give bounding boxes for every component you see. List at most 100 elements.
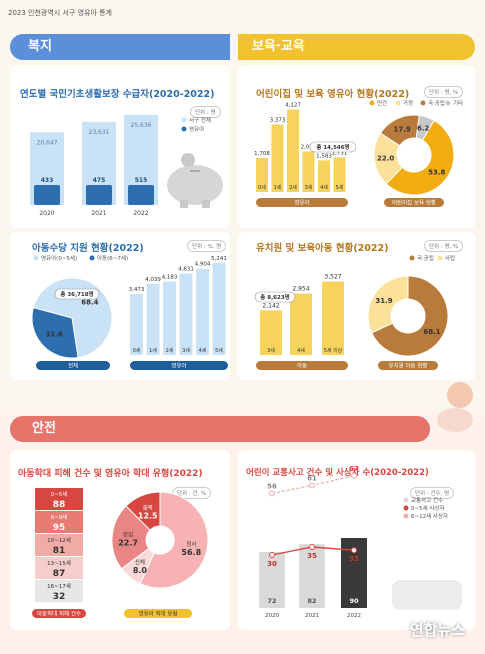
basic-label-infant-2: 515 (135, 177, 148, 184)
traffic-point-6to12-0 (269, 490, 275, 497)
abuse-pie-cat-2: 방임 (123, 531, 133, 539)
allowance-unit: 단위 : %, 명 (187, 240, 227, 252)
daycare-pie-label-1: 22.0 (377, 155, 394, 163)
basic-label-infant-0: 433 (41, 177, 54, 184)
daycare-xtick-2: 2세 (289, 184, 297, 191)
abuse-row-value-3: 87 (53, 569, 66, 579)
daycare-label-1: 3,373 (270, 118, 286, 124)
daycare-group: 영유아 (294, 199, 309, 207)
daycare-bar-1 (271, 124, 284, 192)
kinder-label-0: 2,142 (262, 302, 279, 309)
basic-label-total-1: 23,631 (89, 129, 110, 136)
abuse-row-bg-1 (35, 511, 83, 533)
daycare-pie-label-3: 6.2 (417, 125, 430, 133)
daycare-xtick-0: 0세 (258, 184, 266, 191)
abuse-row-label-4: 16~17세 (47, 582, 71, 590)
traffic-unit: 단위 : 건수, 명 (410, 487, 455, 499)
traffic-legend-2-swatch (403, 513, 409, 519)
abuse-row-label-0: 0~5세 (51, 490, 68, 498)
daycare-bar-4 (318, 160, 330, 192)
abuse-pie-cat-1: 신체 (135, 558, 145, 566)
abuse-pie-caption-bg (124, 609, 192, 618)
allow-caption-bg (36, 361, 110, 370)
allow-bar-2 (163, 281, 176, 355)
allowance-age-chart: 3,473 0세 4,039 1세 4,183 2세 4,631 3세 4,904 4세 5,241… (129, 256, 228, 370)
basic-legend-total-swatch (181, 117, 187, 123)
abuse-age-table: 0~5세 88 6~9세 95 10~12세 81 13~15세 87 16~17세 32 아동학대… (32, 488, 86, 618)
daycare-pie-slice-3 (415, 114, 435, 141)
abuse-pie-cat-3: 중복 (143, 504, 153, 511)
allow-bar-label-2: 4,183 (162, 274, 178, 280)
allow-legend-0: 영유아(0~5세) (41, 254, 77, 262)
daycare-pie-legend-3-swatch (445, 100, 451, 106)
traffic-label-0to5-0: 30 (267, 560, 277, 568)
daycare-pie-legend-0: 민간 (377, 99, 387, 107)
allow-pie-label-1: 31.6 (45, 331, 62, 339)
traffic-legend-2: 6~12세 사상자 (411, 512, 448, 520)
daycare-pie-legend-0-swatch (369, 100, 375, 106)
daycare-group-bg (256, 198, 348, 207)
kinder-pie-caption: 유치원 아동 현황 (389, 362, 428, 370)
basic-label-total-0: 20,647 (37, 139, 58, 146)
basic-legend-infant-swatch (181, 126, 187, 132)
allow-bar-label-1: 4,039 (145, 277, 161, 283)
basic-xtick-2: 2022 (133, 210, 148, 217)
allow-legend-1: 아동(6~7세) (97, 254, 128, 262)
traffic-point-6to12-1 (309, 482, 315, 489)
abuse-row-label-2: 10~12세 (47, 536, 71, 544)
traffic-point-0to5-0 (269, 552, 275, 558)
kinder-bar-0 (260, 310, 282, 355)
abuse-pie-caption: 영유아 학대 유형 (139, 610, 178, 618)
traffic-bar-0 (259, 552, 285, 608)
basic-living-title: 연도별 국민기초생활보장 수급자(2020-2022) (20, 89, 215, 100)
abuse-row-bg-2 (35, 534, 83, 556)
allow-pie-label-0: 68.4 (81, 298, 98, 306)
daycare-title: 어린이집 및 보육 영유아 현황(2022) (256, 89, 410, 100)
kinder-pie-slice-0 (371, 275, 449, 357)
allow-bar-label-4: 4,904 (195, 262, 211, 268)
allow-bar-group-bg (130, 361, 228, 370)
traffic-legend-0: 교통사고 건수 (411, 496, 443, 504)
daycare-label-4: 1,583 (316, 153, 332, 159)
traffic-label-6to12-1: 61 (307, 474, 317, 482)
traffic-bar-1 (299, 544, 325, 608)
kinder-bar-1 (290, 293, 312, 355)
kinder-xtick-1: 4세 (297, 347, 305, 354)
traffic-xtick-0: 2020 (265, 613, 279, 619)
kinder-pie-legend-1: 사립 (445, 254, 455, 262)
kinder-pie-caption-bg (378, 361, 438, 370)
abuse-unit: 단위 : 건, % (172, 487, 212, 499)
safety-section-title: 안전 (32, 421, 56, 436)
kinder-pie-legend-1-swatch (437, 255, 443, 261)
abuse-pie-label-1: 8.0 (133, 566, 148, 575)
kinder-pie-slice-1 (367, 275, 409, 334)
page-title: 2023 인천광역시 서구 영유아 통계 (8, 9, 112, 17)
allow-pie-slice-1 (31, 307, 79, 359)
daycare-unit: 단위 : 명, % (424, 86, 464, 98)
basic-legend-infant: 영유아 (189, 125, 204, 133)
abuse-row-value-1: 95 (53, 523, 66, 533)
allow-total: 총 36,718명 (60, 290, 93, 298)
abuse-pie-label-2: 22.7 (118, 539, 138, 548)
daycare-pie-legend-2-swatch (420, 100, 426, 106)
traffic-point-0to5-1 (309, 544, 315, 550)
basic-xtick-0: 2020 (39, 210, 54, 217)
allow-bar-3 (179, 273, 193, 355)
childcare-section-title: 보육·교육 (252, 39, 305, 54)
abuse-row-value-4: 32 (53, 592, 66, 602)
allow-bar-5 (212, 262, 226, 355)
traffic-legend-1-swatch (403, 505, 409, 511)
traffic-legend-1: 0~5세 사상자 (411, 504, 445, 512)
daycare-bar-2 (287, 109, 299, 192)
daycare-bar-0 (256, 157, 268, 192)
daycare-pie-legend-1: 가정 (403, 99, 413, 107)
kinder-pie-label-0: 68.1 (423, 328, 440, 336)
welfare-band: 복지 (10, 34, 230, 60)
daycare-xtick-1: 1세 (274, 184, 282, 191)
childcare-band: 보육·교육 (238, 34, 475, 60)
abuse-row-label-3: 13~15세 (47, 559, 71, 567)
daycare-bar-5 (333, 157, 346, 192)
